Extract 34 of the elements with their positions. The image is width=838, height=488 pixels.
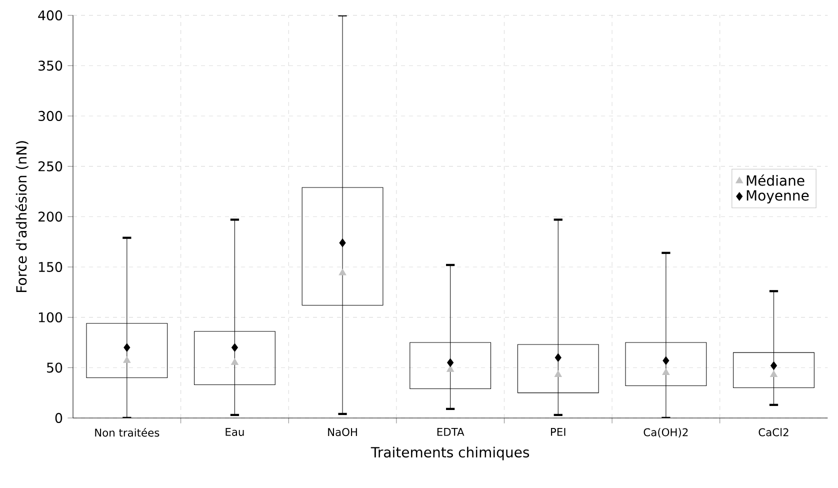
- point: [554, 370, 562, 377]
- x-tick-label: CaCl2: [758, 428, 788, 436]
- y-tick-label: 150: [38, 262, 62, 272]
- x-tick-label: Ca(OH)2: [644, 428, 688, 438]
- point: [231, 343, 238, 352]
- point: [446, 365, 454, 372]
- point: [447, 358, 454, 367]
- y-tick-label: 350: [38, 60, 62, 71]
- y-axis-title: Force d'adhésion (nN): [15, 141, 28, 292]
- y-tick-label: 100: [38, 312, 62, 322]
- legend-label: Médiane: [746, 174, 804, 186]
- x-tick-label: NaOH: [328, 428, 357, 436]
- y-tick-label: 200: [38, 212, 62, 222]
- point: [124, 343, 130, 352]
- point: [230, 358, 238, 365]
- point: [339, 238, 346, 248]
- y-tick-label: 50: [47, 362, 62, 373]
- x-tick-label: PEI: [551, 428, 566, 436]
- point: [662, 368, 670, 375]
- point: [662, 356, 670, 365]
- point: [338, 268, 346, 276]
- y-tick-label: 400: [38, 10, 62, 20]
- point: [770, 361, 778, 370]
- point: [554, 353, 562, 362]
- y-tick-label: 0: [55, 412, 62, 424]
- x-axis-title: Traitements chimiques: [370, 446, 530, 460]
- point: [770, 370, 778, 377]
- x-tick-label: Non traitées: [95, 428, 160, 437]
- point: [123, 356, 131, 363]
- x-tick-label: EDTA: [437, 428, 464, 436]
- y-tick-label: 250: [38, 161, 62, 172]
- y-tick-label: 300: [38, 110, 62, 122]
- legend-label: Moyenne: [746, 190, 809, 204]
- x-tick-label: Eau: [226, 428, 244, 436]
